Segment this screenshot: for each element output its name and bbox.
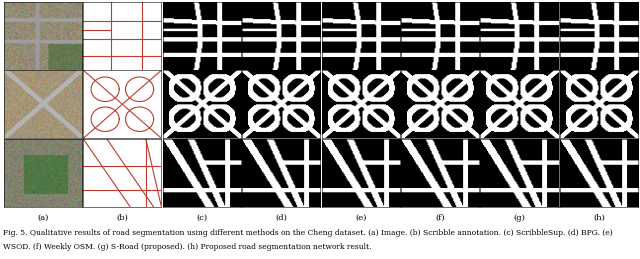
Text: Fig. 5. Qualitative results of road segmentation using different methods on the : Fig. 5. Qualitative results of road segm…	[3, 229, 613, 237]
Text: (b): (b)	[116, 214, 128, 222]
Text: WSOD. (f) Weekly OSM. (g) S-Road (proposed). (h) Proposed road segmentation netw: WSOD. (f) Weekly OSM. (g) S-Road (propos…	[3, 243, 372, 251]
Text: (g): (g)	[514, 214, 525, 222]
Text: (c): (c)	[196, 214, 207, 222]
Text: (f): (f)	[435, 214, 445, 222]
Text: (h): (h)	[593, 214, 605, 222]
Text: (a): (a)	[37, 214, 49, 222]
Text: (d): (d)	[275, 214, 287, 222]
Text: (e): (e)	[355, 214, 366, 222]
